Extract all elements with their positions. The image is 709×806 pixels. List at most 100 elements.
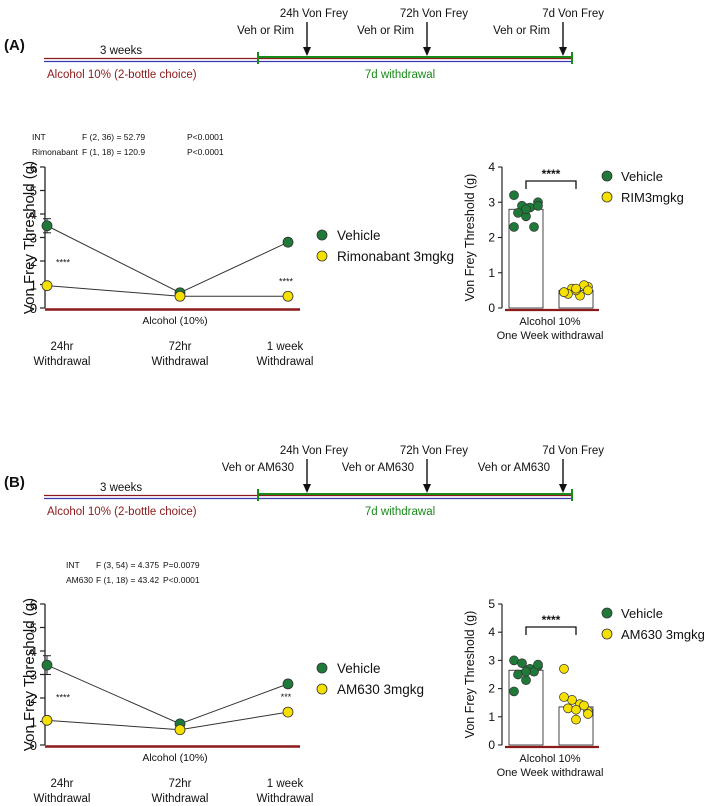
event-time: 24h — [280, 445, 299, 457]
series-line — [46, 664, 289, 725]
data-point — [41, 280, 53, 292]
event-test: Von Frey — [422, 8, 468, 20]
event-test: Von Frey — [302, 8, 348, 20]
bar-data-point — [559, 287, 569, 297]
timeline-event-2: 7d Von Frey Veh or Rim — [493, 8, 604, 56]
legend-marker — [601, 170, 613, 182]
y-tick-label: 4 — [30, 207, 37, 222]
legend-label: RIM3mgkg — [621, 190, 684, 205]
significance-stars: **** — [56, 258, 71, 268]
bar-data-point — [529, 222, 539, 232]
alcohol-label: Alcohol 10% (2-bottle choice) — [47, 506, 197, 518]
bar-data-point — [571, 704, 581, 715]
event-time: 72h — [400, 8, 419, 20]
timeline-event-2: 7d Von Frey Veh or AM630 — [478, 445, 604, 493]
bar-data-point — [509, 686, 519, 697]
bar-significance-stars: **** — [542, 167, 561, 181]
data-point — [282, 236, 294, 248]
bar-x-label: Alcohol 10% — [519, 316, 580, 328]
panel-b: (B) 3 weeks Alcohol 10% (2-bottle choice) 7… — [4, 445, 705, 805]
bar-x-label: Alcohol 10% — [519, 753, 580, 765]
event-test: Von Frey — [558, 8, 604, 20]
bar-data-point — [583, 709, 593, 719]
category-sublabel: Withdrawal — [257, 793, 314, 805]
bar-data-point — [559, 664, 569, 674]
significance-stars: *** — [281, 692, 292, 702]
timeline-event-1: 72h Von Frey Veh or AM630 — [342, 445, 468, 493]
y-axis-label: Von Frey Threshold (g) — [21, 598, 38, 751]
event-treatment: Veh or AM630 — [342, 462, 414, 474]
y-tick-label: 2 — [30, 254, 37, 269]
y-tick-label: 3 — [30, 668, 37, 683]
stats-block: INT F (2, 36) = 52.79 P<0.0001 Rimonabant F … — [32, 132, 224, 157]
bar-data-point — [513, 207, 523, 218]
event-arrow-head — [559, 484, 567, 493]
event-test: Von Frey — [422, 445, 468, 457]
bar-chart: 0 1 2 3 4 Von Frey Threshold (g) Alcohol 10% On… — [463, 160, 684, 342]
bar-x-sublabel: One Week withdrawal — [497, 767, 604, 779]
withdrawal-label: 7d withdrawal — [365, 506, 435, 518]
bar-data-point — [583, 285, 593, 296]
data-point — [41, 220, 53, 232]
category-sublabel: Withdrawal — [34, 793, 91, 805]
bar-data-point — [579, 700, 589, 711]
bar-y-tick-label: 2 — [488, 682, 495, 696]
line-chart-legend: Vehicle Rimonabant 3mgkg — [316, 228, 454, 264]
bar-data-point — [517, 658, 527, 669]
data-point — [174, 290, 186, 302]
panel-a: (A) 3 weeks Alcohol 10% (2-bottle choice) 7… — [4, 8, 684, 368]
alcohol-bar-label: Alcohol (10%) — [142, 752, 207, 764]
panel-label: (B) — [4, 474, 25, 491]
legend-marker — [601, 628, 613, 640]
y-tick-label: 5 — [30, 621, 37, 636]
panel-label: (A) — [4, 37, 25, 54]
bar-chart-legend: Vehicle RIM3mgkg — [601, 169, 684, 205]
bar-data-point — [571, 714, 581, 725]
event-treatment: Veh or Rim — [493, 25, 550, 37]
event-treatment: Veh or Rim — [237, 25, 294, 37]
bar-y-tick-label: 4 — [488, 160, 495, 174]
bar-data-point — [521, 675, 531, 685]
y-tick-label: 6 — [30, 597, 37, 612]
bar-y-tick-label: 1 — [488, 266, 495, 280]
stat-f: F (2, 36) = 52.79 — [82, 132, 145, 142]
category-sublabel: Withdrawal — [257, 356, 314, 368]
alcohol-label: Alcohol 10% (2-bottle choice) — [47, 69, 197, 81]
stat-term: INT — [66, 560, 80, 570]
bar-data-point — [513, 669, 523, 680]
bar-data-point — [533, 659, 543, 670]
bar-y-tick-label: 1 — [488, 710, 495, 724]
event-time: 24h — [280, 8, 299, 20]
legend-marker — [601, 607, 613, 619]
stat-p: P<0.0001 — [187, 132, 224, 142]
y-tick-label: 2 — [30, 691, 37, 706]
category-sublabel: Withdrawal — [152, 793, 209, 805]
category-label: 1 week — [267, 778, 304, 790]
category-sublabel: Withdrawal — [152, 356, 209, 368]
data-point — [282, 706, 294, 718]
event-arrow-head — [423, 47, 431, 56]
weeks-label: 3 weeks — [100, 45, 142, 57]
event-time: 7d — [542, 445, 555, 457]
y-tick-label: 0 — [30, 738, 37, 753]
bar-y-tick-label: 0 — [488, 301, 495, 315]
bar-chart: 0 1 2 3 4 5 Von Frey Threshold (g) Alcohol 10% O… — [463, 597, 705, 779]
bar-y-axis-label: Von Frey Threshold (g) — [463, 611, 477, 739]
series-line — [46, 711, 289, 731]
bar-series-treatment — [558, 664, 594, 746]
event-test: Von Frey — [302, 445, 348, 457]
y-tick-label: 5 — [30, 184, 37, 199]
legend-marker — [316, 250, 328, 262]
series-line — [46, 225, 289, 294]
bar-series-vehicle — [508, 190, 544, 309]
significance-stars: **** — [56, 692, 71, 702]
stat-p: P=0.0079 — [163, 560, 200, 570]
bar-data-point — [521, 204, 531, 215]
legend-marker — [316, 683, 328, 695]
category-label: 72hr — [168, 778, 191, 790]
timeline: 3 weeks Alcohol 10% (2-bottle choice) 7d w… — [44, 8, 604, 81]
series-line — [46, 285, 288, 297]
y-tick-label: 1 — [30, 715, 37, 730]
